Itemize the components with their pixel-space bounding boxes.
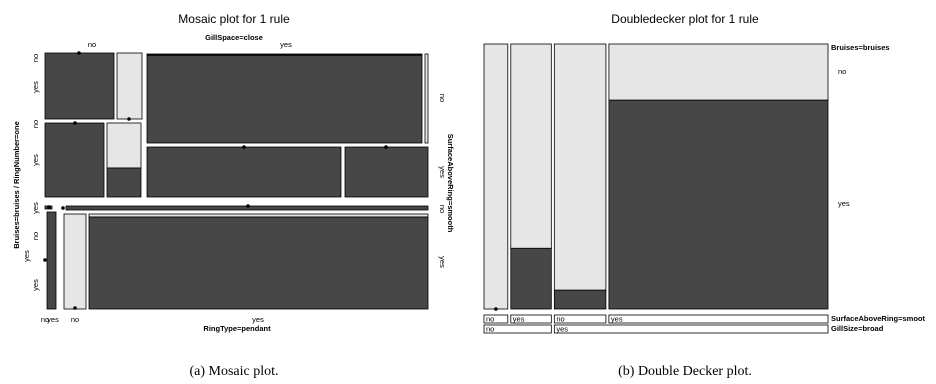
dd-surface-level: yes	[513, 315, 525, 324]
dd-caption: (b) Double Decker plot.	[618, 364, 752, 379]
dd-surface-level: no	[486, 315, 494, 324]
mosaic-top-label: GillSpace=close	[205, 33, 263, 42]
mosaic-left-level: yes	[31, 279, 40, 291]
empty-cell-marker	[61, 206, 65, 210]
empty-cell-marker	[384, 145, 388, 149]
dd-surface-level: no	[556, 315, 564, 324]
mosaic-tile	[106, 122, 142, 169]
empty-cell-marker	[77, 51, 81, 55]
empty-cell-marker	[246, 204, 250, 208]
dd-tile-no	[510, 43, 552, 249]
dd-tile-no	[608, 43, 829, 101]
mosaic-left-level: no	[31, 120, 40, 128]
dd-tile-yes	[608, 99, 829, 310]
mosaic-tile	[116, 52, 143, 120]
mosaic-left-level: yes	[31, 81, 40, 93]
mosaic-tile	[44, 52, 115, 120]
mosaic-left-level: no	[31, 54, 40, 62]
empty-cell-marker	[73, 121, 77, 125]
dd-tiles	[483, 43, 829, 311]
mosaic-tile	[344, 146, 429, 198]
empty-cell-marker	[43, 258, 47, 262]
dd-title: Doubledecker plot for 1 rule	[611, 12, 759, 26]
dd-response-level-no: no	[838, 67, 846, 76]
dd-response-label: Bruises=bruises	[831, 43, 890, 52]
dd-tile-no	[483, 43, 509, 310]
mosaic-bottom-level: yes	[47, 315, 59, 324]
mosaic-right-level: no	[438, 205, 447, 213]
dd-gill-box	[483, 324, 552, 334]
mosaic-right-level: yes	[438, 166, 447, 178]
mosaic-left-level: yes	[31, 154, 40, 166]
mosaic-tile	[46, 211, 57, 310]
dd-gill-level: yes	[556, 325, 568, 334]
mosaic-left-level: no	[31, 232, 40, 240]
dd-tile-yes	[553, 289, 607, 310]
mosaic-right-level: yes	[438, 256, 447, 268]
mosaic-bottom-level: no	[41, 315, 49, 324]
dd-empty-marker	[494, 307, 498, 311]
mosaic-tile	[424, 53, 429, 144]
dd-surface-box	[608, 314, 829, 324]
mosaic-bottom-label: RingType=pendant	[203, 324, 271, 333]
mosaic-top-level-no: no	[88, 40, 96, 49]
dd-response-level-yes: yes	[838, 199, 850, 208]
empty-cell-marker	[47, 205, 51, 209]
mosaic-tile	[146, 146, 342, 198]
mosaic-tile	[146, 53, 423, 144]
dd-tile-no	[553, 43, 607, 291]
mosaic-left-level: yes	[22, 250, 31, 262]
mosaic-bottom-level: no	[71, 315, 79, 324]
dd-surface-box	[483, 314, 509, 324]
dd-row-label-gillsize: GillSize=broad	[831, 324, 884, 333]
doubledecker-plot: Doubledecker plot for 1 rule no yes no yesn…	[483, 12, 925, 379]
empty-cell-marker	[242, 145, 246, 149]
dd-surface-box	[553, 314, 607, 324]
dd-gill-box	[553, 324, 829, 334]
mosaic-tile	[63, 213, 87, 310]
mosaic-tile	[88, 216, 429, 310]
empty-cell-marker	[127, 117, 131, 121]
mosaic-title: Mosaic plot for 1 rule	[178, 12, 290, 26]
mosaic-tile	[44, 122, 105, 198]
dd-surface-box	[510, 314, 552, 324]
dd-gill-level: no	[486, 325, 494, 334]
mosaic-left-level: yes	[31, 202, 40, 214]
mosaic-plot: Mosaic plot for 1 rule GillSpace=close n…	[12, 12, 455, 379]
dd-tile-yes	[510, 247, 552, 310]
empty-cell-marker	[73, 306, 77, 310]
mosaic-tile	[106, 167, 142, 198]
mosaic-caption: (a) Mosaic plot.	[189, 364, 278, 379]
mosaic-top-level-yes: yes	[280, 40, 292, 49]
mosaic-right-level: no	[438, 94, 447, 102]
mosaic-tile	[88, 213, 429, 218]
mosaic-right-label: SurfaceAboveRing=smooth	[446, 134, 455, 233]
mosaic-left-label: Bruises=bruises / RingNumber=one	[12, 121, 21, 249]
dd-row-label-surface: SurfaceAboveRing=smoot	[831, 314, 925, 323]
dd-surface-level: yes	[611, 315, 623, 324]
mosaic-bottom-level: yes	[252, 315, 264, 324]
